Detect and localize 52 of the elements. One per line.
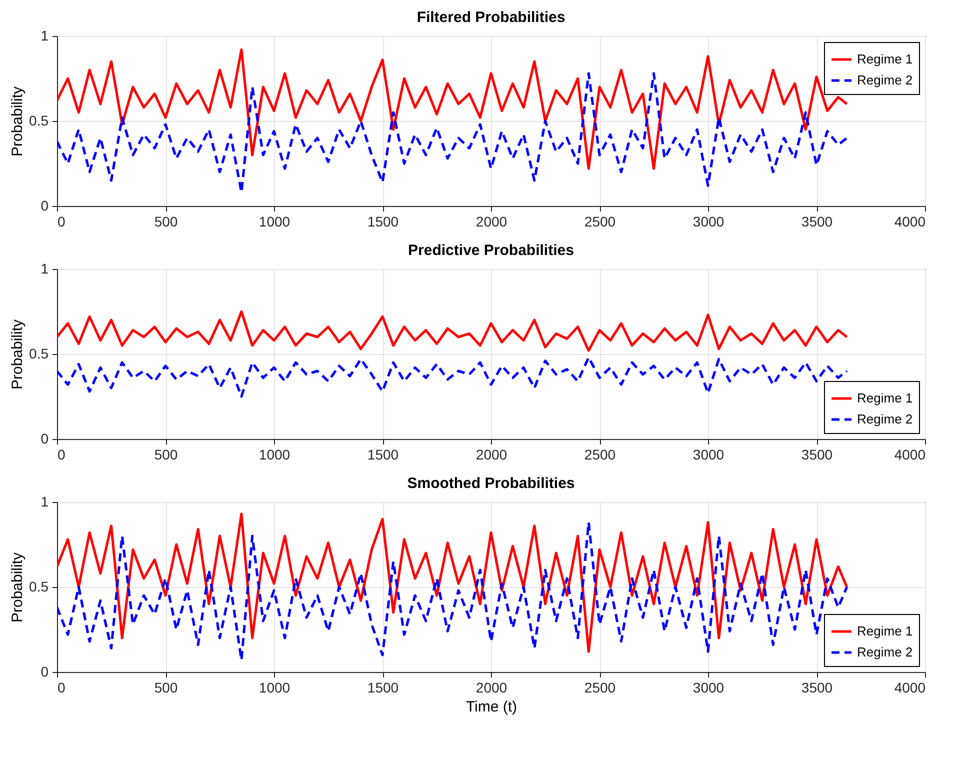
line-series — [57, 48, 848, 170]
y-tick-label: 0 — [40, 430, 49, 446]
line-series — [57, 356, 848, 398]
x-tick-label: 1500 — [367, 446, 399, 462]
x-tick-label: 500 — [154, 214, 178, 230]
y-tick-label: 0 — [40, 664, 49, 680]
x-tick-label: 0 — [58, 446, 66, 462]
chart-title: Predictive Probabilities — [408, 242, 574, 259]
x-tick-label: 3000 — [692, 680, 724, 696]
x-tick-label: 4000 — [894, 680, 926, 696]
x-tick-label: 1000 — [258, 214, 290, 230]
x-tick-label: 0 — [58, 680, 66, 696]
x-tick-label: 2000 — [476, 214, 508, 230]
y-tick-label: 0.5 — [29, 578, 49, 594]
x-tick-label: 2000 — [476, 680, 508, 696]
x-tick-label: 1000 — [258, 446, 290, 462]
x-tick-label: 3500 — [801, 680, 833, 696]
x-tick-label: 4000 — [894, 214, 926, 230]
x-tick-label: 3500 — [801, 214, 833, 230]
y-tick-label: 0.5 — [29, 346, 49, 362]
x-tick-label: 2500 — [584, 214, 616, 230]
x-tick-label: 500 — [154, 446, 178, 462]
legend-label: Regime 2 — [857, 412, 913, 426]
y-tick-label: 0.5 — [29, 112, 49, 128]
x-tick-label: 3500 — [801, 446, 833, 462]
x-tick-label: 500 — [154, 680, 178, 696]
y-tick-label: 1 — [40, 28, 49, 44]
y-axis-title: Probability — [9, 86, 26, 157]
x-tick-label: 4000 — [894, 446, 926, 462]
y-axis-title: Probability — [9, 552, 26, 623]
y-tick-label: 0 — [40, 198, 49, 214]
chart-title: Smoothed Probabilities — [407, 475, 575, 492]
x-tick-label: 3000 — [692, 446, 724, 462]
line-series — [57, 310, 848, 352]
y-tick-label: 1 — [40, 260, 49, 276]
x-tick-label: 1500 — [367, 680, 399, 696]
legend-label: Regime 2 — [857, 644, 913, 660]
x-tick-label: 0 — [58, 214, 66, 230]
legend-label: Regime 1 — [857, 390, 913, 406]
x-axis-title: Time (t) — [466, 698, 518, 716]
legend-label: Regime 1 — [857, 624, 913, 638]
x-tick-label: 2500 — [584, 680, 616, 696]
y-tick-label: 1 — [40, 494, 49, 510]
x-tick-label: 3000 — [692, 214, 724, 230]
x-tick-label: 1000 — [258, 680, 290, 696]
x-tick-label: 2500 — [584, 446, 616, 462]
legend-label: Regime 2 — [857, 72, 913, 88]
x-tick-label: 1500 — [367, 214, 399, 230]
chart-title: Filtered Probabilities — [416, 9, 566, 26]
y-axis-title: Probability — [9, 318, 26, 390]
legend-label: Regime 1 — [857, 52, 913, 66]
x-tick-label: 2000 — [476, 446, 508, 462]
